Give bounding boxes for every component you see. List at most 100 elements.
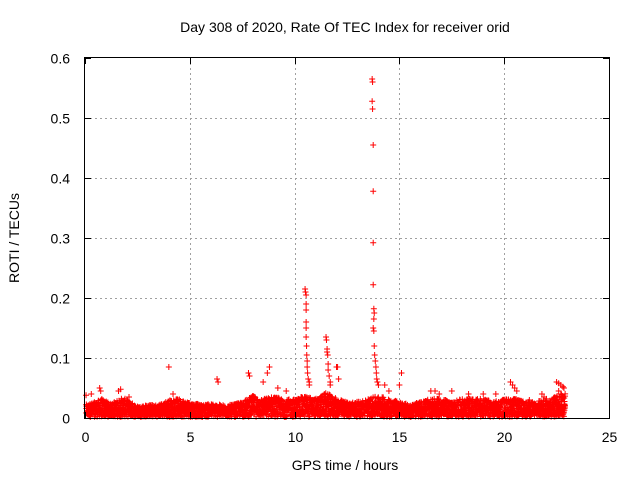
x-axis-label: GPS time / hours — [292, 457, 399, 473]
y-tick-label: 0.2 — [51, 291, 71, 307]
data-point — [526, 397, 533, 403]
data-point — [371, 343, 378, 349]
data-point — [373, 376, 380, 382]
data-point — [304, 358, 311, 364]
data-point — [324, 349, 331, 355]
data-point — [369, 106, 376, 112]
data-point — [370, 325, 377, 331]
y-tick-label: 0.4 — [51, 171, 71, 187]
data-point — [385, 388, 392, 394]
data-point — [326, 373, 333, 379]
data-point — [303, 343, 310, 349]
data-point — [332, 395, 339, 402]
data-point — [381, 382, 388, 388]
data-point — [369, 98, 376, 105]
data-point — [370, 281, 377, 288]
data-point — [559, 394, 566, 400]
data-point — [302, 289, 309, 295]
y-tick-label: 0.3 — [51, 231, 71, 247]
data-point — [554, 392, 561, 399]
data-points — [83, 76, 569, 420]
data-point — [325, 361, 332, 367]
axis-ticks — [85, 58, 610, 419]
data-point — [398, 370, 405, 376]
data-point — [323, 337, 330, 343]
data-point — [304, 364, 311, 370]
data-point — [305, 376, 312, 382]
data-point — [485, 397, 492, 404]
data-point — [370, 239, 377, 246]
data-point — [370, 142, 377, 148]
data-point — [246, 373, 253, 379]
data-point — [325, 367, 332, 373]
x-tick-label: 5 — [187, 429, 195, 445]
data-point — [303, 325, 310, 331]
y-axis-label: ROTI / TECUs — [6, 193, 22, 283]
data-point — [88, 391, 95, 397]
y-tick-labels: 0 0.1 0.2 0.3 0.4 0.5 0.6 — [51, 51, 71, 427]
data-point — [260, 379, 267, 385]
data-point — [266, 364, 273, 370]
data-point — [375, 382, 382, 388]
data-point — [560, 385, 567, 391]
data-point — [541, 394, 548, 400]
x-tick-label: 10 — [288, 429, 304, 445]
data-point — [386, 397, 393, 404]
data-point — [245, 370, 252, 376]
data-point — [448, 388, 455, 394]
data-point — [370, 316, 377, 322]
x-tick-label: 0 — [82, 429, 90, 445]
data-point — [369, 79, 376, 85]
data-point — [264, 370, 271, 376]
data-point — [165, 364, 172, 370]
data-point — [170, 391, 177, 397]
y-tick-label: 0.6 — [51, 51, 71, 67]
data-point — [334, 364, 341, 370]
data-point — [215, 379, 222, 385]
data-point — [432, 388, 439, 394]
y-tick-label: 0 — [62, 411, 70, 427]
y-tick-label: 0.5 — [51, 111, 71, 127]
data-point — [436, 391, 443, 397]
data-point — [371, 352, 378, 358]
data-point — [370, 328, 377, 334]
data-point — [303, 301, 310, 307]
x-tick-label: 15 — [392, 429, 408, 445]
data-point — [561, 403, 568, 409]
data-point — [465, 391, 472, 397]
data-point — [324, 352, 331, 358]
data-point — [396, 382, 403, 388]
data-point — [97, 388, 104, 394]
y-tick-label: 0.1 — [51, 351, 71, 367]
data-point — [126, 394, 133, 400]
x-tick-labels: 0 5 10 15 20 25 — [82, 429, 618, 445]
data-point — [372, 358, 379, 364]
data-point — [372, 364, 379, 370]
data-point — [303, 307, 310, 313]
data-point — [559, 383, 566, 390]
data-point — [327, 382, 334, 388]
data-point — [117, 386, 124, 393]
data-point — [492, 391, 499, 397]
data-point — [214, 376, 221, 382]
data-point — [303, 319, 310, 325]
chart-title: Day 308 of 2020, Rate Of TEC Index for r… — [180, 19, 510, 35]
data-point — [374, 379, 381, 385]
data-point — [283, 388, 290, 394]
plot-frame — [84, 57, 610, 419]
data-point — [274, 385, 281, 391]
data-point — [498, 401, 505, 408]
data-point — [370, 188, 377, 195]
data-point — [96, 385, 103, 391]
data-point — [303, 334, 310, 340]
x-tick-label: 20 — [497, 429, 513, 445]
data-point — [304, 370, 311, 376]
data-point — [561, 398, 568, 405]
data-point — [335, 376, 342, 382]
data-point — [303, 292, 310, 298]
data-point — [83, 392, 90, 399]
grid-lines — [85, 58, 609, 418]
data-point — [303, 352, 310, 358]
data-point — [371, 310, 378, 316]
